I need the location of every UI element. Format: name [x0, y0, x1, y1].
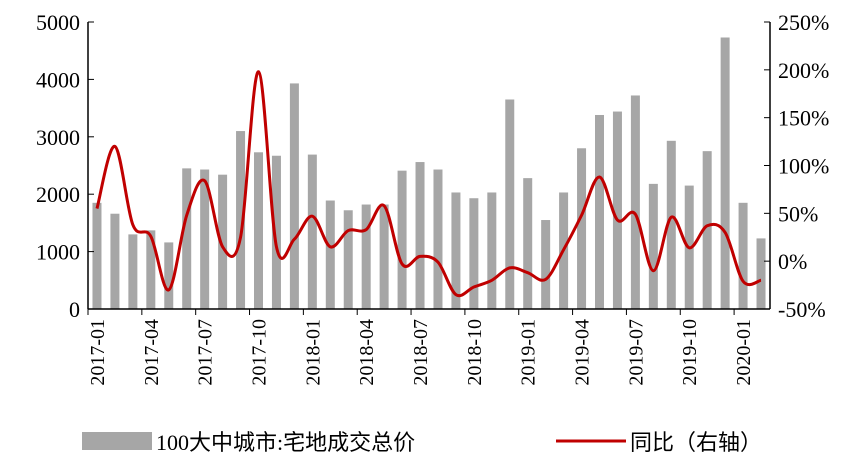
legend-line-label: 同比（右轴）: [630, 430, 762, 455]
bar: [164, 242, 174, 309]
bar: [720, 37, 730, 310]
bar: [505, 99, 515, 310]
bar: [379, 204, 389, 309]
bar: [577, 148, 587, 309]
x-tick-label: 2017-04: [141, 319, 163, 386]
bar: [541, 220, 551, 309]
bar: [325, 200, 335, 309]
bar: [254, 152, 263, 309]
left-tick-label: 0: [69, 297, 80, 322]
left-tick-label: 2000: [36, 182, 80, 207]
x-tick-label: 2017-01: [87, 319, 109, 386]
bar: [487, 192, 497, 309]
bar: [756, 238, 766, 309]
bar: [343, 210, 353, 309]
bar: [182, 168, 192, 309]
bar: [236, 131, 246, 309]
bar: [307, 154, 317, 309]
bar: [92, 202, 102, 309]
bar: [666, 140, 676, 309]
left-tick-label: 4000: [36, 67, 80, 92]
right-tick-label: 50%: [778, 201, 818, 226]
x-tick-label: 2017-10: [249, 319, 271, 386]
x-tick-label: 2018-04: [356, 319, 378, 386]
bar: [415, 162, 425, 309]
bar: [218, 174, 228, 309]
x-tick-label: 2019-04: [572, 319, 594, 386]
bar: [451, 192, 461, 309]
x-tick-label: 2018-10: [464, 319, 486, 386]
bar: [128, 234, 138, 309]
right-tick-label: 200%: [778, 58, 829, 83]
bar: [630, 95, 640, 309]
bar: [271, 155, 281, 309]
yoy-line: [95, 70, 762, 298]
bar: [523, 178, 533, 309]
right-tick-label: 250%: [778, 10, 829, 35]
x-tick-label: 2019-07: [625, 319, 647, 386]
right-tick-label: 150%: [778, 106, 829, 131]
bar: [110, 213, 120, 309]
bar: [595, 114, 604, 309]
bar: [648, 183, 658, 309]
x-tick-label: 2019-01: [518, 319, 540, 386]
x-tick-label: 2018-07: [410, 319, 432, 386]
bar: [702, 151, 712, 309]
bar: [200, 169, 210, 309]
bar: [738, 202, 748, 309]
left-tick-label: 1000: [36, 240, 80, 265]
bar: [469, 198, 479, 309]
x-tick-label: 2020-01: [733, 319, 755, 386]
bar: [361, 204, 371, 309]
bar: [146, 230, 156, 309]
bar: [433, 169, 443, 309]
right-tick-label: 100%: [778, 154, 829, 179]
right-tick-label: 0%: [778, 249, 807, 274]
right-tick-label: -50%: [778, 297, 826, 322]
bar: [397, 170, 407, 309]
legend-bar-swatch: [82, 432, 152, 450]
x-tick-label: 2018-01: [302, 319, 324, 386]
x-tick-label: 2019-10: [679, 319, 701, 386]
left-tick-label: 5000: [36, 10, 80, 35]
bar: [289, 83, 299, 309]
legend-bar-label: 100大中城市:宅地成交总价: [156, 430, 415, 455]
left-tick-label: 3000: [36, 125, 80, 150]
bar: [612, 111, 622, 309]
x-tick-label: 2017-07: [195, 319, 217, 386]
